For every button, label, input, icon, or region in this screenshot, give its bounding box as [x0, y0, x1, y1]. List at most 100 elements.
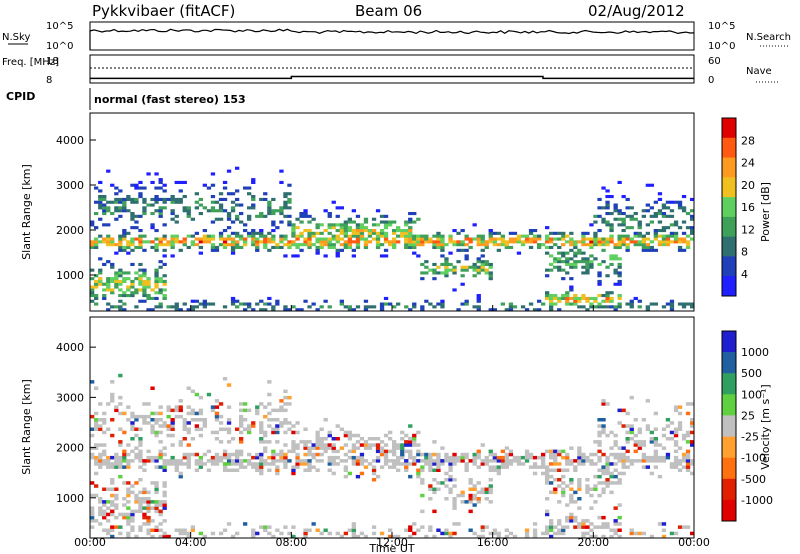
power-cell-711: [343, 220, 348, 224]
velocity-cell-187: [138, 506, 143, 510]
velocity-cell-224: [146, 506, 151, 510]
power-cell-1203: [589, 237, 594, 241]
power-colorbar-swatch-3: [722, 177, 736, 198]
power-cell-435: [226, 214, 232, 218]
velocity-cell-1247: [605, 478, 610, 482]
nave-ytick-top: 60: [708, 56, 721, 67]
power-cell-493: [251, 240, 256, 244]
velocity-cell-496: [251, 465, 256, 469]
power-cell-921: [448, 240, 453, 244]
power-cell-472: [239, 212, 244, 216]
velocity-cell-967: [472, 459, 477, 463]
velocity-cell-18: [94, 471, 99, 476]
velocity-cell-635: [307, 528, 312, 532]
velocity-cell-1281: [617, 528, 622, 532]
power-cell-822: [404, 305, 409, 309]
power-cell-0: [90, 299, 95, 303]
velocity-cell-1425: [685, 455, 691, 460]
velocity-cell-80: [110, 503, 115, 507]
power-cell-1279: [613, 271, 618, 275]
velocity-cell-1191: [585, 459, 590, 463]
power-cell-366: [194, 206, 199, 210]
power-cell-209: [142, 288, 147, 292]
velocity-cell-605: [291, 465, 296, 469]
power-cell-1089: [549, 245, 554, 249]
velocity-cell-271: [158, 509, 163, 514]
velocity-cell-458: [235, 468, 240, 472]
velocity-cell-904: [444, 528, 449, 532]
power-cell-243: [150, 203, 155, 207]
power-cell-1165: [577, 251, 582, 255]
velocity-cell-130: [122, 459, 127, 463]
power-cell-405: [214, 248, 220, 252]
velocity-cell-219: [146, 528, 151, 532]
power-cell-141: [122, 200, 127, 204]
power-cell-1158: [573, 245, 578, 249]
power-cell-90: [114, 279, 119, 283]
power-cell-1363: [645, 308, 650, 312]
power-cell-1338: [629, 206, 634, 210]
velocity-cell-629: [303, 459, 308, 463]
velocity-cell-1023: [500, 449, 505, 454]
velocity-cell-556: [271, 418, 276, 422]
power-cell-510: [255, 231, 260, 235]
velocity-cell-454: [230, 459, 236, 463]
power-cell-1362: [641, 209, 646, 213]
velocity-cell-12: [90, 427, 95, 431]
velocity-colorbar-swatch-8: [722, 499, 736, 522]
velocity-cell-775: [379, 446, 385, 450]
power-cell-206: [142, 299, 147, 303]
power-cell-150: [126, 243, 131, 247]
velocity-cell-839: [412, 459, 417, 463]
velocity-cell-735: [355, 440, 361, 444]
velocity-cell-486: [247, 462, 252, 466]
power-cell-542: [271, 308, 276, 312]
power-cell-643: [315, 251, 320, 255]
velocity-cell-1352: [649, 455, 654, 460]
power-cell-465: [235, 189, 240, 193]
power-cell-814: [396, 302, 401, 306]
velocity-cell-119: [118, 427, 123, 431]
power-cell-951: [464, 254, 469, 258]
power-cell-709: [343, 226, 348, 230]
power-cell-480: [243, 223, 248, 227]
power-cell-1110: [557, 245, 562, 249]
velocity-cell-122: [118, 395, 123, 400]
velocity-cell-1215: [597, 474, 602, 479]
velocity-cell-198: [138, 443, 143, 447]
power-cell-973: [476, 268, 481, 272]
velocity-cell-493: [251, 534, 256, 539]
power-cell-736: [355, 237, 361, 241]
power-cell-843: [408, 212, 413, 216]
power-cell-704: [343, 243, 348, 247]
power-cell-1354: [637, 220, 642, 224]
power-cell-583: [287, 245, 292, 249]
velocity-cell-1359: [653, 452, 658, 457]
power-cell-755: [363, 237, 369, 241]
velocity-cell-1344: [645, 459, 650, 463]
power-cell-1109: [557, 251, 562, 255]
power-cell-1444: [677, 206, 683, 210]
power-cell-180: [134, 226, 139, 230]
power-cell-1459: [685, 243, 691, 247]
power-cell-296: [162, 237, 167, 241]
power-cell-597: [291, 240, 296, 244]
velocity-cell-1186: [585, 519, 590, 523]
power-cell-529: [263, 197, 268, 201]
power-cell-636: [307, 214, 312, 218]
power-cell-938: [460, 282, 465, 286]
power-cell-594: [291, 305, 296, 309]
velocity-cell-153: [126, 418, 131, 422]
velocity-cell-37: [98, 462, 103, 466]
velocity-cell-440: [226, 462, 232, 466]
velocity-cell-204: [142, 515, 147, 520]
velocity-cell-269: [158, 522, 163, 526]
velocity-cell-1169: [577, 462, 582, 466]
velocity-cell-289: [162, 500, 167, 504]
velocity-cell-408: [210, 408, 216, 413]
power-cell-697: [339, 231, 344, 235]
power-cell-1384: [653, 237, 658, 241]
velocity-cell-909: [444, 459, 449, 463]
velocity-cell-589: [283, 418, 288, 422]
power-cell-662: [323, 237, 328, 241]
